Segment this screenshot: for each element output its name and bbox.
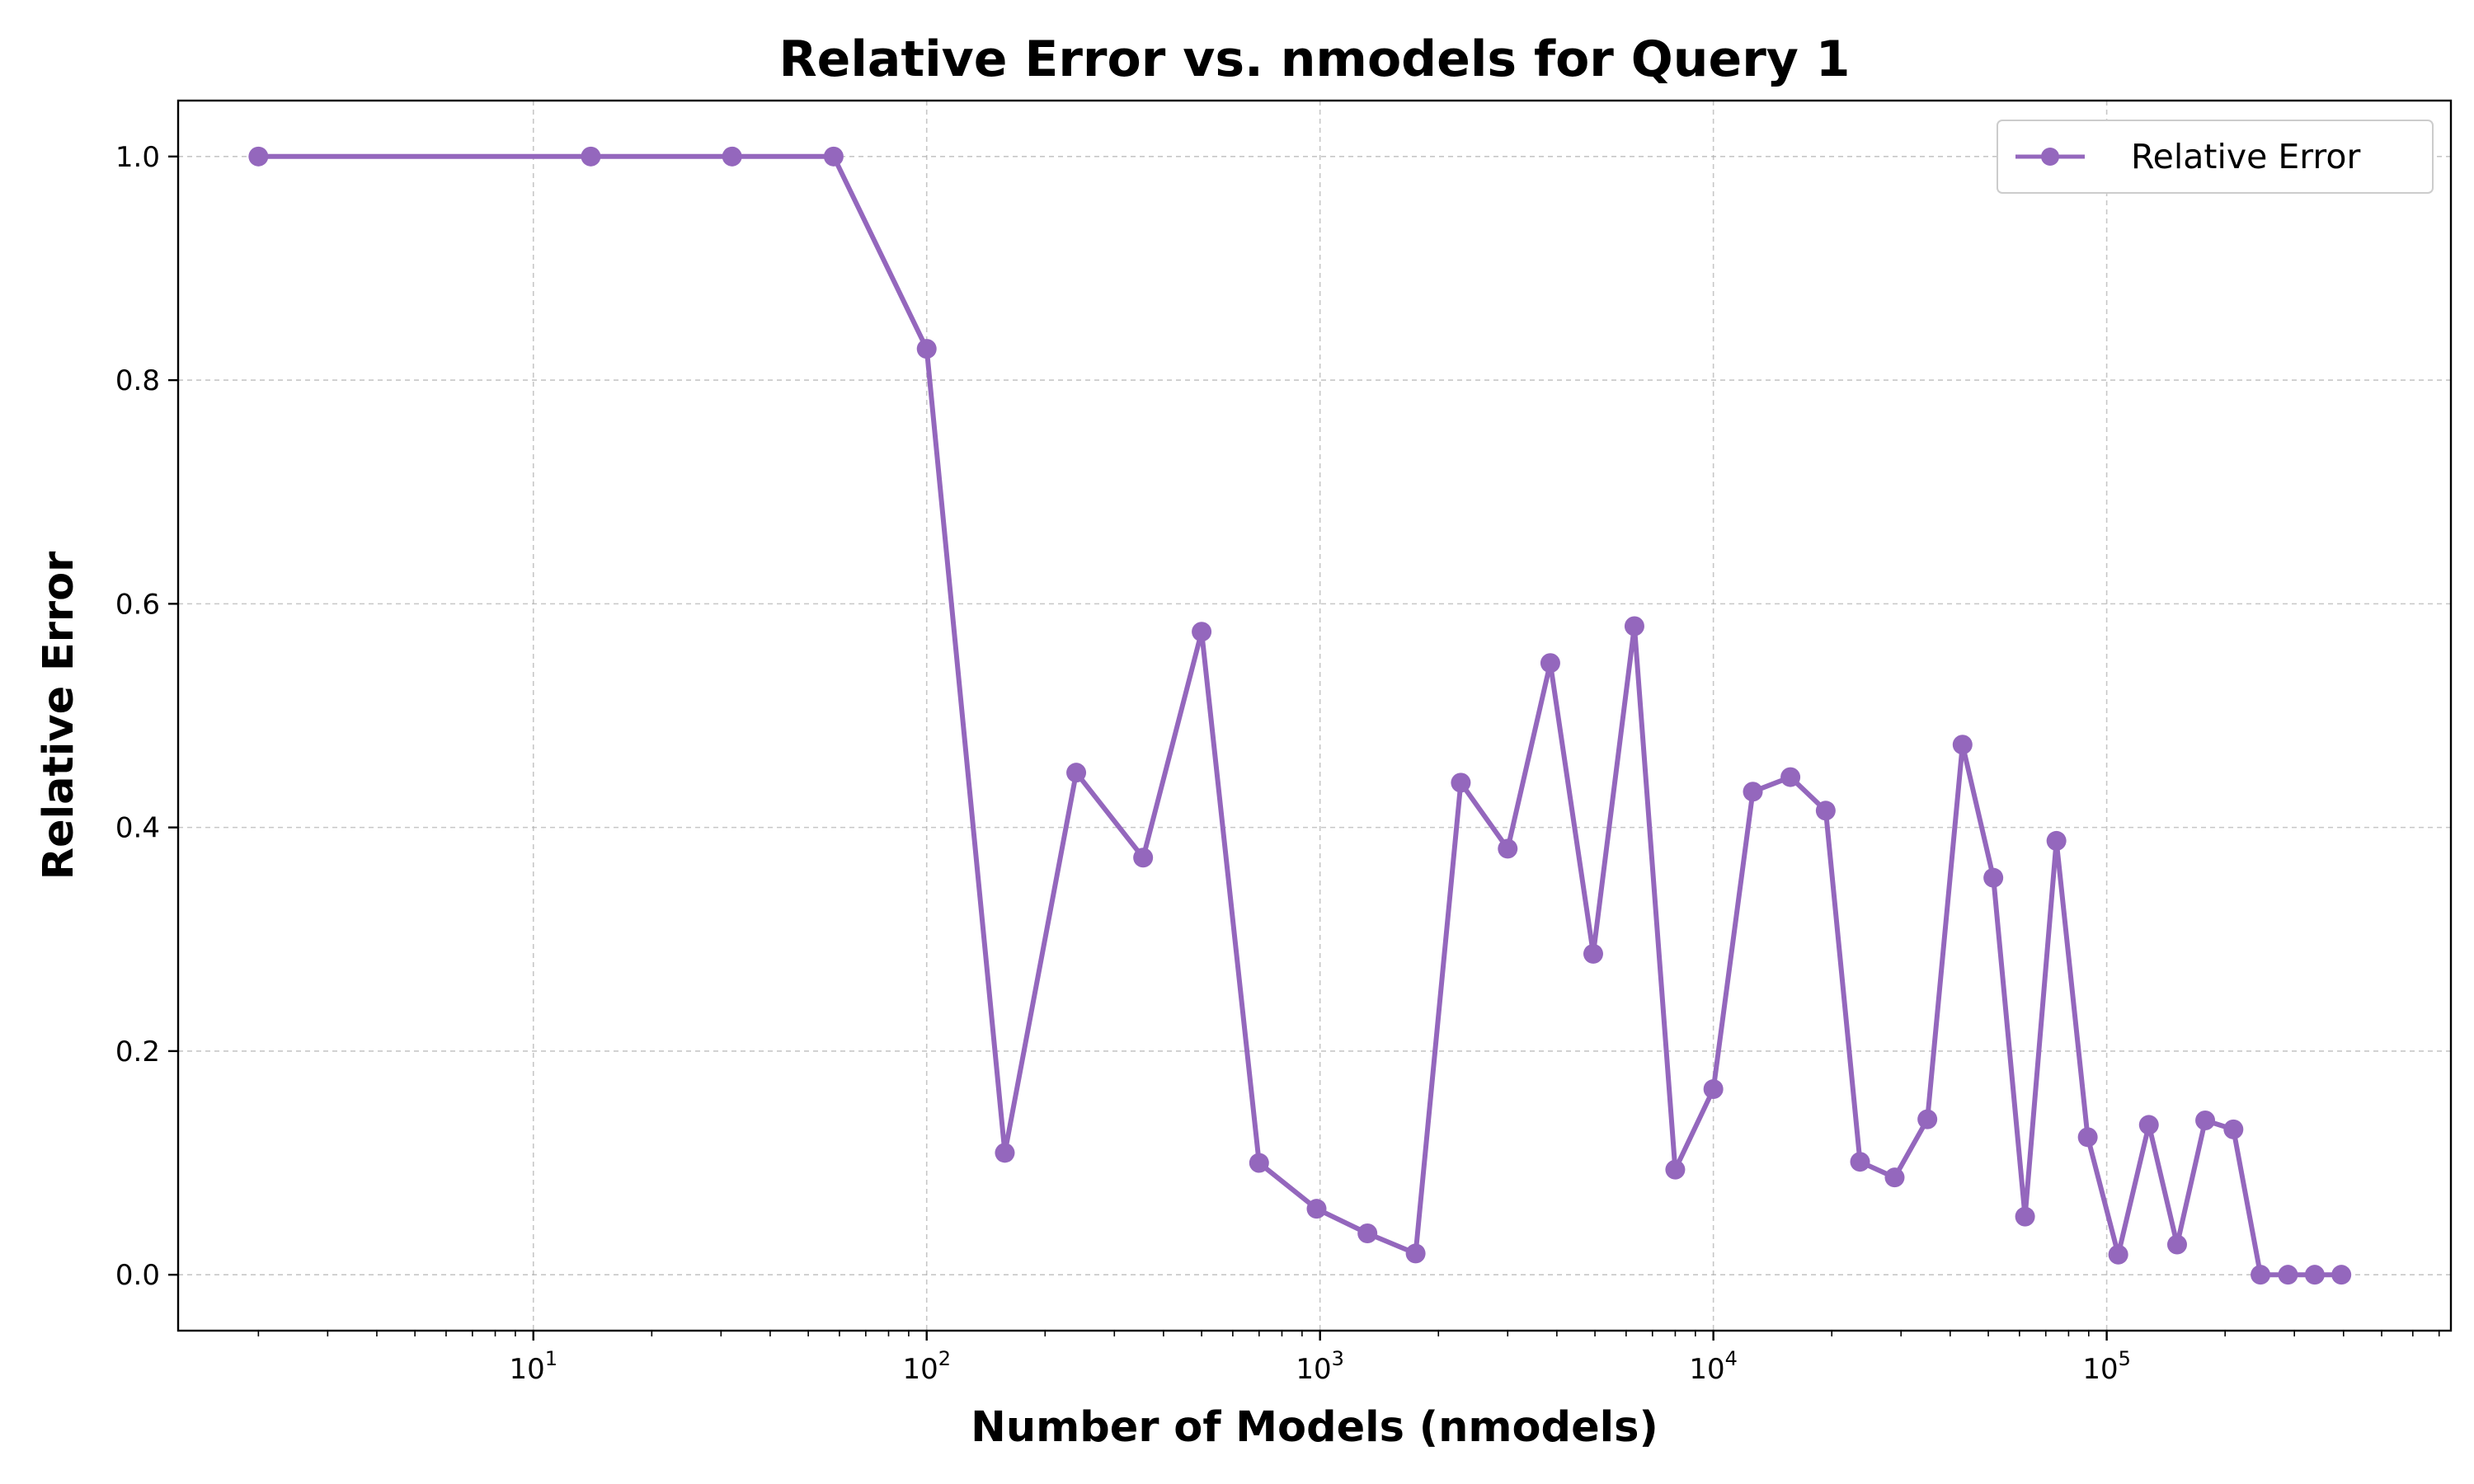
data-point <box>1884 1167 1905 1188</box>
data-point <box>1850 1152 1870 1172</box>
y-tick-label: 0.8 <box>115 364 160 397</box>
y-tick-label: 0.0 <box>115 1259 160 1292</box>
legend-marker-swatch <box>2041 148 2059 166</box>
legend-entry-relative-error: Relative Error <box>2131 137 2360 176</box>
data-point <box>1192 622 1212 642</box>
data-point <box>581 146 601 167</box>
y-tick-label: 1.0 <box>115 141 160 174</box>
data-point <box>2166 1234 2187 1255</box>
legend-box <box>1997 120 2434 194</box>
data-point <box>916 339 937 359</box>
data-point <box>1451 773 1471 793</box>
y-tick-label: 0.4 <box>115 812 160 845</box>
data-point <box>2046 830 2067 851</box>
data-point <box>1249 1153 1269 1173</box>
data-point <box>1703 1079 1724 1100</box>
data-point <box>722 146 742 167</box>
x-tick-label: 104 <box>1689 1347 1738 1386</box>
data-point <box>1983 867 2004 888</box>
series-line-relative-error <box>256 153 2345 1278</box>
data-point <box>1498 838 1518 859</box>
y-axis-label: Relative Error <box>35 552 83 881</box>
data-point <box>823 146 844 167</box>
data-point <box>1624 616 1644 636</box>
data-point <box>995 1143 1015 1163</box>
data-point <box>1405 1243 1426 1264</box>
legend: Relative Error <box>1997 120 2434 194</box>
chart-title: Relative Error vs. nmodels for Query 1 <box>778 31 1850 88</box>
data-point <box>2138 1115 2159 1135</box>
data-point <box>1815 801 1836 821</box>
data-point <box>1540 653 1560 674</box>
data-point <box>2077 1127 2098 1148</box>
data-point <box>2331 1265 2352 1285</box>
data-point <box>1665 1159 1686 1180</box>
data-point <box>248 146 269 167</box>
data-point <box>1066 763 1087 783</box>
y-tick-label: 0.2 <box>115 1036 160 1068</box>
data-point <box>2278 1265 2298 1285</box>
data-point <box>1133 848 1154 868</box>
y-tick-label: 0.6 <box>115 588 160 621</box>
x-tick-label: 102 <box>902 1347 951 1386</box>
x-axis-label: Number of Models (nmodels) <box>971 1403 1658 1452</box>
data-point <box>2304 1265 2325 1285</box>
data-point <box>2108 1244 2128 1265</box>
x-tick-label: 103 <box>1296 1347 1344 1386</box>
data-point <box>1917 1109 1938 1129</box>
x-tick-label: 101 <box>509 1347 557 1386</box>
data-point <box>2195 1111 2216 1131</box>
data-point <box>1357 1223 1378 1243</box>
data-point <box>2223 1119 2244 1139</box>
grid-layer <box>178 101 2451 1331</box>
x-tick-label: 105 <box>2082 1347 2131 1386</box>
plot-frame <box>176 99 2453 1332</box>
data-point <box>2251 1265 2271 1285</box>
data-point <box>1743 782 1763 802</box>
data-point <box>2015 1206 2035 1227</box>
series-layer <box>248 146 2352 1285</box>
data-point <box>1780 767 1801 787</box>
tick-layer: 0.0 0.2 0.4 0.6 0.8 1.0 101 102 103 104 105 <box>115 141 2440 1386</box>
data-point <box>1952 735 1973 755</box>
data-point <box>1583 943 1603 964</box>
data-point <box>1306 1199 1327 1219</box>
